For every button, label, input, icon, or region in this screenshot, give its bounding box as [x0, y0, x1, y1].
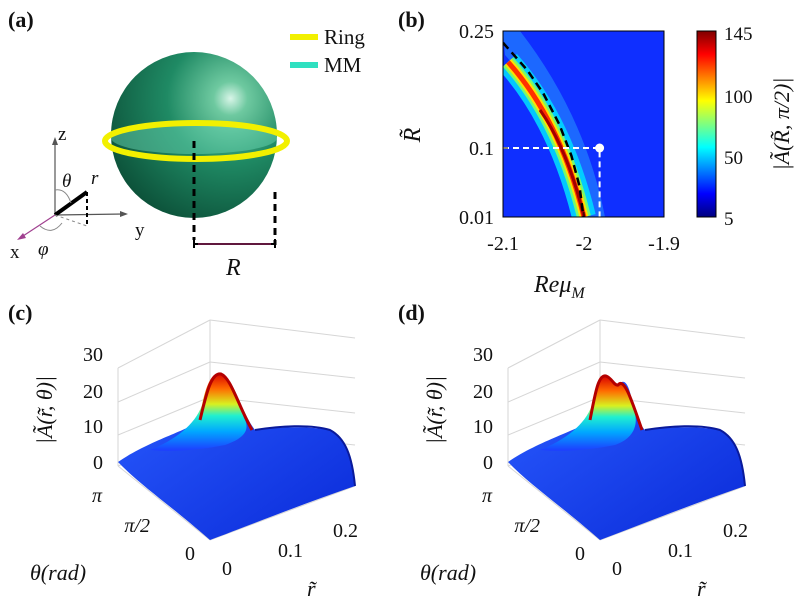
d-r-tick-0: 0: [612, 558, 622, 580]
colorbar-label: |Ã(R̃, π/2)|: [769, 78, 794, 171]
c-r-tick-0.1: 0.1: [278, 540, 303, 562]
ytick-0.1: 0.1: [469, 138, 494, 160]
c-theta-label: θ(rad): [30, 560, 86, 585]
c-theta-tick-pi2: π/2: [124, 515, 150, 537]
sphere: [111, 52, 277, 218]
ring: [102, 120, 290, 162]
panel-b: (b) 0.25 0.1 0.01 -2.1 -2 -1.9 R̃ ReμM 1: [398, 7, 794, 302]
c-ztick-0: 0: [93, 452, 103, 474]
r-big-label: R: [225, 255, 241, 281]
axis-z-label: z: [58, 124, 66, 145]
c-r-label: r̃: [307, 576, 317, 601]
mm-disk: [111, 122, 277, 154]
panel-d-label: (d): [398, 300, 425, 325]
d-ztick-20: 20: [473, 381, 493, 403]
d-z-label: |Ã(r̃, θ)|: [422, 376, 447, 444]
c-ztick-30: 30: [83, 344, 103, 366]
marker-point: [595, 143, 605, 153]
xtick--1.9: -1.9: [648, 233, 680, 255]
d-theta-label: θ(rad): [420, 560, 476, 585]
coordinate-axes: z y x θ r φ: [10, 124, 145, 263]
cbar-tick-145: 145: [724, 24, 753, 45]
cbar-tick-5: 5: [724, 209, 734, 230]
c-z-label: |Ã(r̃, θ)|: [32, 376, 57, 444]
d-r-label: r̃: [697, 576, 707, 601]
c-r-tick-0.2: 0.2: [333, 520, 358, 542]
ytick-0.01: 0.01: [459, 207, 494, 229]
panel-a: (a) R Ring MM: [8, 7, 365, 281]
c-theta-tick-pi: π: [92, 485, 103, 507]
axis-y-label: y: [135, 220, 145, 241]
d-ztick-30: 30: [473, 344, 493, 366]
ytick-0.25: 0.25: [459, 21, 494, 43]
d-r-tick-0.1: 0.1: [668, 540, 693, 562]
panel-c: (c) 30 20 10 0 |Ã(r̃, θ)| π π/2: [8, 300, 358, 601]
xtick--2.1: -2.1: [487, 233, 519, 255]
d-theta-tick-pi2: π/2: [514, 515, 540, 537]
heatmap: [503, 31, 664, 217]
c-theta-tick-0: 0: [185, 543, 195, 565]
d-ztick-0: 0: [483, 452, 493, 474]
surface-base: [508, 375, 745, 540]
c-ztick-20: 20: [83, 381, 103, 403]
panel-c-label: (c): [8, 300, 32, 325]
colorbar: [696, 30, 717, 218]
d-ztick-10: 10: [473, 416, 493, 438]
phi-label: φ: [38, 239, 49, 260]
panel-a-label: (a): [8, 7, 34, 32]
y-axis-label: R̃: [399, 127, 426, 143]
small-r-label: r: [91, 168, 99, 189]
c-ztick-10: 10: [83, 416, 103, 438]
d-r-tick-0.2: 0.2: [723, 520, 748, 542]
legend-ring: Ring: [324, 25, 365, 49]
xtick--2: -2: [576, 233, 593, 255]
panel-d: (d) 30 20 10 0 |Ã(r̃, θ)| π π/2 0 θ(rad): [398, 300, 748, 601]
d-theta-tick-0: 0: [575, 543, 585, 565]
d-theta-tick-pi: π: [482, 485, 493, 507]
cbar-tick-50: 50: [724, 148, 743, 169]
theta-label: θ: [62, 171, 71, 192]
cbar-tick-100: 100: [724, 87, 753, 108]
surface-peak: [540, 375, 636, 451]
marker-guide-lines: [503, 147, 601, 217]
c-r-tick-0: 0: [222, 558, 232, 580]
panel-b-label: (b): [398, 7, 425, 32]
surface-peak: [150, 372, 247, 451]
legend: Ring MM: [290, 25, 365, 77]
x-axis-label: ReμM: [533, 272, 586, 302]
legend-mm: MM: [324, 53, 362, 77]
surface-base: [118, 374, 355, 540]
axis-x-label: x: [10, 242, 20, 263]
